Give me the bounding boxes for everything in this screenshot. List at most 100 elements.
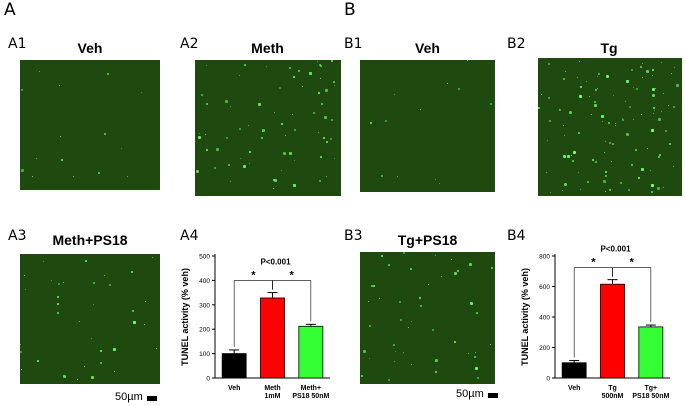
tunel-positive-cell: [439, 183, 440, 184]
tunel-positive-cell: [604, 152, 605, 153]
x-tick-label: PS18 50nM: [632, 393, 669, 400]
tunel-positive-cell: [244, 64, 246, 66]
tunel-positive-cell: [594, 101, 596, 103]
panel-letter-a: A: [4, 0, 16, 20]
tunel-positive-cell: [490, 344, 491, 345]
tunel-positive-cell: [84, 366, 85, 367]
x-tick-label: 1mM: [265, 393, 281, 400]
tunel-positive-cell: [652, 69, 654, 71]
tunel-positive-cell: [559, 109, 560, 110]
tunel-positive-cell: [114, 371, 115, 372]
tunel-positive-cell: [651, 129, 654, 132]
scalebar-label-b: 50µm: [456, 388, 484, 400]
micrograph-a2: [195, 60, 341, 196]
tunel-positive-cell: [318, 92, 320, 94]
tunel-positive-cell: [320, 78, 321, 79]
tunel-positive-cell: [477, 377, 479, 379]
significance-star: *: [630, 257, 635, 269]
y-tick-label: 400: [199, 278, 210, 285]
tunel-positive-cell: [469, 263, 472, 266]
bar: [298, 325, 324, 379]
scalebar-b: [488, 393, 498, 398]
tunel-positive-cell: [663, 93, 664, 94]
tunel-positive-cell: [410, 268, 412, 270]
tunel-positive-cell: [548, 63, 550, 65]
tunel-positive-cell: [24, 275, 25, 276]
title-a1: Veh: [77, 40, 103, 56]
tunel-positive-cell: [279, 87, 281, 89]
tunel-positive-cell: [441, 276, 442, 277]
tunel-positive-cell: [393, 344, 395, 346]
tunel-positive-cell: [654, 110, 655, 111]
tunel-positive-cell: [636, 88, 638, 90]
tunel-positive-cell: [563, 78, 565, 80]
tunel-positive-cell: [612, 143, 614, 145]
tunel-positive-cell: [63, 375, 66, 378]
tunel-positive-cell: [640, 66, 642, 68]
tunel-positive-cell: [652, 75, 653, 76]
tunel-positive-cell: [408, 327, 409, 328]
x-tick-label: Tg: [608, 385, 617, 392]
tunel-positive-cell: [538, 107, 540, 109]
tunel-positive-cell: [318, 132, 319, 133]
tunel-positive-cell: [121, 148, 122, 149]
tunel-positive-cell: [51, 280, 52, 281]
tunel-positive-cell: [572, 160, 574, 162]
tunel-positive-cell: [293, 76, 295, 78]
tunel-positive-cell: [467, 60, 468, 61]
tunel-positive-cell: [578, 132, 580, 134]
tunel-positive-cell: [609, 142, 611, 144]
tunel-positive-cell: [626, 133, 629, 136]
tunel-positive-cell: [605, 141, 606, 142]
significance-star: *: [290, 270, 295, 282]
tunel-positive-cell: [98, 172, 100, 174]
tunel-positive-cell: [626, 80, 629, 83]
tunel-positive-cell: [470, 302, 473, 305]
tunel-positive-cell: [330, 138, 332, 140]
tunel-positive-cell: [474, 356, 476, 358]
tunel-positive-cell: [156, 348, 157, 349]
tunel-positive-cell: [610, 189, 611, 190]
panel-letter-b: B: [344, 0, 356, 20]
micrograph-b1: [360, 60, 495, 192]
tunel-positive-cell: [631, 69, 633, 71]
tunel-positive-cell: [371, 285, 373, 287]
tunel-positive-cell: [602, 121, 603, 122]
micrograph-a3: [20, 254, 160, 384]
tunel-positive-cell: [673, 106, 675, 108]
tunel-positive-cell: [91, 376, 94, 379]
tunel-positive-cell: [381, 255, 383, 257]
tunel-positive-cell: [274, 179, 277, 182]
tunel-positive-cell: [85, 260, 87, 262]
tunel-positive-cell: [36, 158, 37, 159]
tunel-positive-cell: [361, 375, 363, 377]
tunel-positive-cell: [420, 109, 421, 110]
tunel-positive-cell: [107, 73, 109, 75]
tunel-positive-cell: [609, 189, 611, 191]
label-b3: B3: [344, 228, 363, 244]
tunel-positive-cell: [665, 130, 667, 132]
tunel-positive-cell: [547, 140, 548, 141]
tunel-positive-cell: [563, 125, 564, 126]
tunel-positive-cell: [199, 133, 200, 134]
tunel-positive-cell: [565, 71, 566, 72]
chart-b4: 0 200 400 600 800 TUNEL activity (% veh) Veh Tg…: [520, 245, 670, 400]
tunel-positive-cell: [550, 192, 551, 193]
tunel-positive-cell: [641, 168, 644, 171]
tunel-positive-cell: [131, 271, 133, 273]
tunel-positive-cell: [261, 137, 263, 139]
tunel-positive-cell: [57, 303, 59, 305]
tunel-positive-cell: [669, 143, 671, 145]
tunel-positive-cell: [611, 161, 612, 162]
tunel-positive-cell: [309, 72, 312, 75]
tunel-positive-cell: [25, 289, 26, 290]
tunel-positive-cell: [240, 158, 241, 159]
tunel-positive-cell: [226, 137, 228, 139]
tunel-positive-cell: [676, 84, 679, 87]
tunel-positive-cell: [258, 103, 261, 106]
tunel-positive-cell: [625, 101, 626, 102]
y-axis-label: TUNEL activity (% veh): [520, 268, 530, 366]
tunel-positive-cell: [228, 164, 230, 166]
tunel-positive-cell: [198, 136, 201, 139]
tunel-positive-cell: [243, 165, 246, 168]
